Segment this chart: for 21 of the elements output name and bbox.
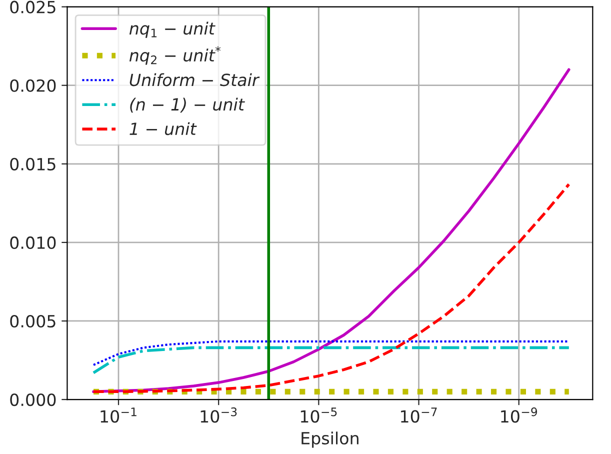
x-tick-label: 10$^{−9}$ bbox=[501, 407, 538, 423]
x-tick-label: 10$^{−1}$ bbox=[100, 408, 136, 423]
line-series bbox=[92, 68, 570, 394]
x-tick-label: 10$^{−7}$ bbox=[401, 408, 437, 423]
legend-label: 1 − unit bbox=[130, 122, 197, 136]
x-tick-label: 10$^{−3}$ bbox=[200, 407, 237, 423]
y-tick-label: 0.010 bbox=[10, 236, 56, 250]
line-series bbox=[92, 340, 570, 366]
y-tick-label: 0.015 bbox=[10, 158, 56, 170]
x-tick-label: 10$^{−5}$ bbox=[300, 408, 337, 423]
line-series bbox=[92, 182, 570, 394]
legend-label: (n − 1) − unit bbox=[130, 98, 245, 113]
x-axis-title: Epsilon bbox=[302, 432, 358, 448]
y-tick-label: 0.025 bbox=[10, 0, 56, 14]
legend-label: nq$_{2}$ − unit$^{*}$ bbox=[129, 46, 221, 65]
legend-label: Uniform − Stair bbox=[130, 73, 260, 86]
y-tick-label: 0.020 bbox=[10, 79, 56, 92]
y-tick-label: 0.000 bbox=[10, 393, 56, 406]
y-tick-label: 0.005 bbox=[10, 314, 56, 328]
legend-label: nq$_{1}$ − unit bbox=[129, 22, 216, 38]
line-series bbox=[92, 346, 570, 374]
